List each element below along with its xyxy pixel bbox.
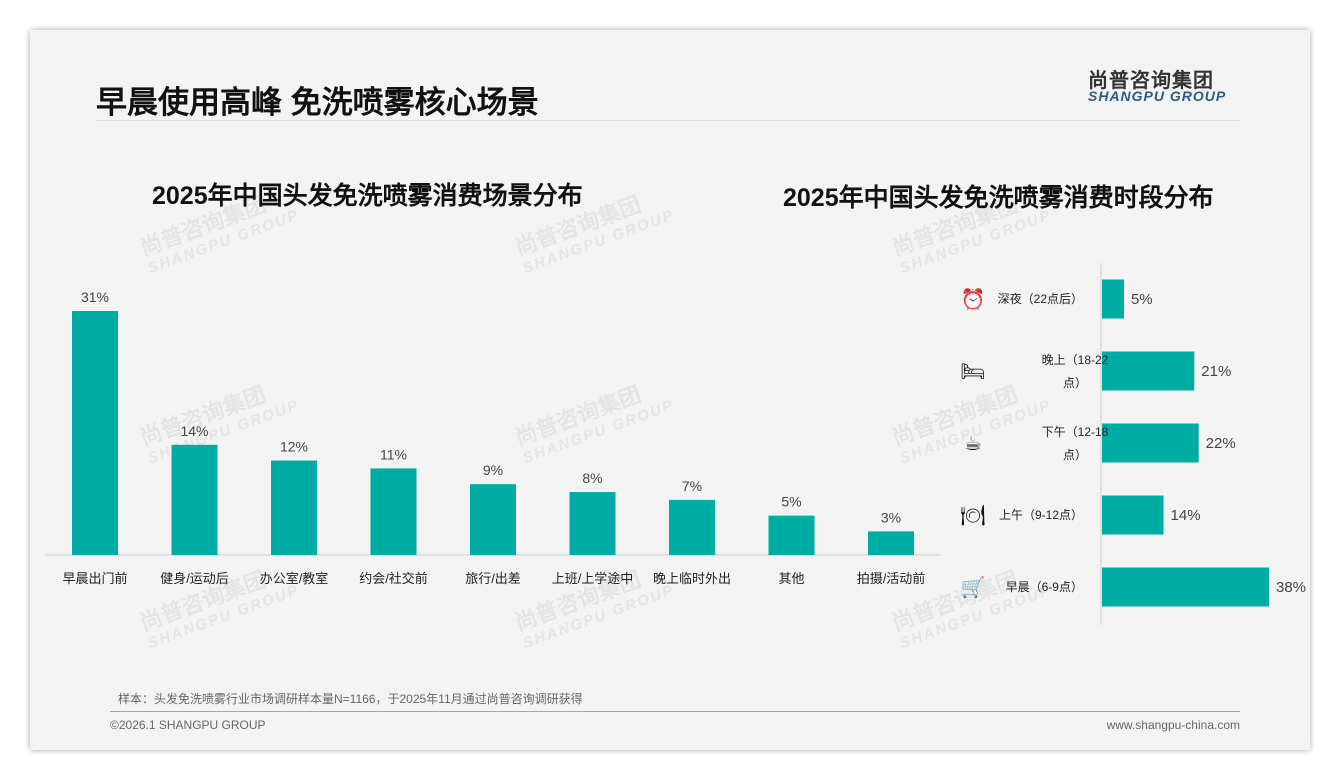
data-label: 5% xyxy=(1131,291,1153,308)
bar xyxy=(271,460,317,555)
data-label: 5% xyxy=(781,494,801,510)
data-label: 9% xyxy=(483,462,503,478)
category-label: 健身/运动后 xyxy=(160,571,229,586)
category-label: 旅行/出差 xyxy=(465,571,521,586)
bar xyxy=(868,531,914,555)
category-label: 晚上（18-22 xyxy=(1042,353,1109,367)
data-label: 38% xyxy=(1276,579,1306,596)
footer-divider xyxy=(110,711,1240,712)
sample-note: 样本：头发免洗喷雾行业市场调研样本量N=1166，于2025年11月通过尚普咨询… xyxy=(118,692,583,706)
bed-icon: 🛏 xyxy=(960,361,985,383)
bar xyxy=(470,484,516,555)
coffee-cup-icon: ☕ xyxy=(964,433,982,455)
data-label: 3% xyxy=(881,509,901,525)
data-label: 12% xyxy=(280,439,308,455)
bar xyxy=(1102,567,1269,607)
data-label: 11% xyxy=(380,446,407,462)
data-label: 22% xyxy=(1206,435,1236,452)
category-label-cont: 点） xyxy=(1063,448,1087,462)
category-label: 早晨出门前 xyxy=(62,571,127,586)
data-label: 7% xyxy=(682,478,702,494)
page-title: 早晨使用高峰 免洗喷雾核心场景 xyxy=(96,85,539,120)
bar xyxy=(370,468,417,555)
category-label: 约会/社交前 xyxy=(359,571,428,586)
data-label: 14% xyxy=(180,423,208,439)
slide: 早晨使用高峰 免洗喷雾核心场景 尚普咨询集团 SHANGPU GROUP 尚普咨… xyxy=(30,30,1310,750)
bar xyxy=(669,499,715,555)
bar xyxy=(171,444,218,555)
chart2-title: 2025年中国头发免洗喷雾消费时段分布 xyxy=(783,184,1214,212)
data-label: 8% xyxy=(582,470,602,486)
logo-cn: 尚普咨询集团 xyxy=(1088,70,1214,92)
category-label: 下午（12-18 xyxy=(1042,425,1109,439)
bar xyxy=(72,311,118,555)
category-label: 上午（9-12点） xyxy=(999,508,1083,522)
category-label: 拍摄/活动前 xyxy=(857,571,926,586)
logo-en: SHANGPU GROUP xyxy=(1088,88,1227,104)
bar xyxy=(1102,423,1199,463)
bar xyxy=(1102,279,1124,319)
category-label: 上班/上学途中 xyxy=(552,571,634,586)
bar xyxy=(768,515,815,555)
shopping-cart-icon: 🛒 xyxy=(961,575,986,599)
category-label-cont: 点） xyxy=(1063,376,1087,390)
scene-bar-chart: 31% 早晨出门前 14% 健身/运动后 12% 办公室/教室 11% 约会/社交前 9% 旅行/… xyxy=(45,263,1306,625)
bar xyxy=(1102,495,1164,535)
data-label: 21% xyxy=(1201,363,1231,380)
category-label: 晚上临时外出 xyxy=(653,571,731,586)
category-label: 早晨（6-9点） xyxy=(1006,580,1083,594)
alarm-clock-icon: ⏰ xyxy=(961,287,986,311)
copyright: ©2026.1 SHANGPU GROUP xyxy=(110,718,266,732)
category-label: 深夜（22点后） xyxy=(998,291,1083,306)
category-label: 办公室/教室 xyxy=(260,571,329,586)
data-label: 31% xyxy=(81,289,109,305)
chart1-title: 2025年中国头发免洗喷雾消费场景分布 xyxy=(152,182,583,210)
website-url: www.shangpu-china.com xyxy=(1106,718,1240,732)
data-label: 14% xyxy=(1171,507,1201,524)
bar xyxy=(1102,351,1195,391)
header-divider xyxy=(96,120,1240,121)
category-label: 其他 xyxy=(778,571,804,586)
dining-plate-icon: 🍽 xyxy=(960,505,985,527)
bar xyxy=(569,492,616,555)
